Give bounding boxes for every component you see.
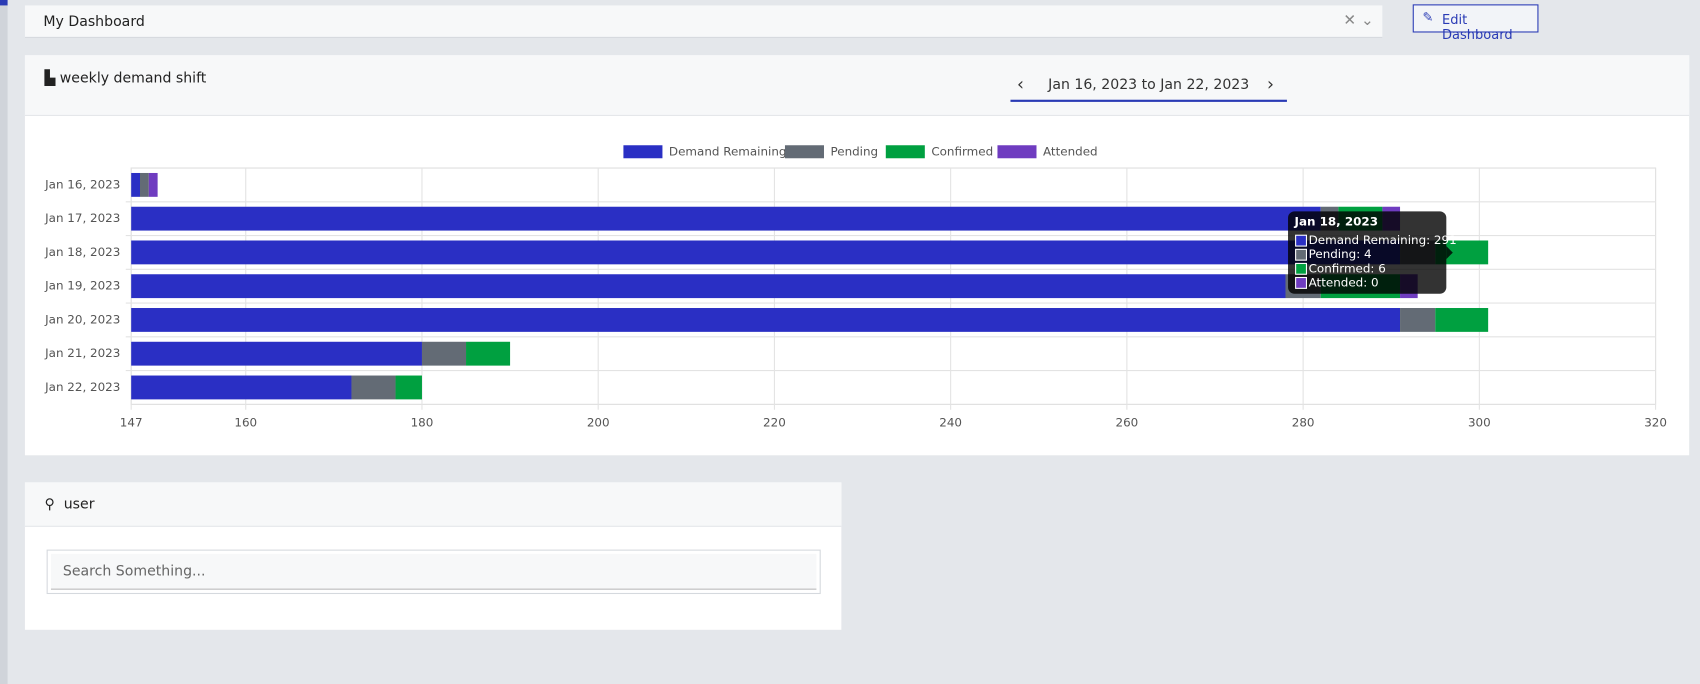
search-input[interactable]: Search Something... bbox=[50, 553, 817, 590]
y-tick-label: Jan 19, 2023 bbox=[44, 279, 120, 293]
x-tick-label: 200 bbox=[587, 415, 610, 429]
dashboard-title: My Dashboard bbox=[43, 14, 145, 31]
bar-segment bbox=[1435, 308, 1489, 332]
bar-segment bbox=[131, 206, 1321, 231]
bar-segment bbox=[421, 341, 467, 366]
edit-icon: ✎ bbox=[1422, 9, 1434, 25]
x-tick-label: 147 bbox=[120, 415, 143, 429]
bar-segment bbox=[131, 341, 422, 366]
legend-label: Confirmed bbox=[931, 144, 993, 158]
tooltip-swatch bbox=[1295, 234, 1308, 247]
x-tick-label: 220 bbox=[763, 415, 786, 429]
search-placeholder: Search Something... bbox=[62, 563, 206, 580]
tooltip-swatch bbox=[1295, 276, 1308, 289]
legend-swatch bbox=[784, 145, 824, 159]
bar-segment bbox=[1400, 308, 1436, 332]
tooltip-title: Jan 18, 2023 bbox=[1294, 215, 1378, 229]
panel-title-text: weekly demand shift bbox=[59, 70, 207, 87]
y-tick-label: Jan 21, 2023 bbox=[44, 346, 120, 360]
search-title: user bbox=[63, 496, 95, 513]
dashboard-select[interactable]: My Dashboard ✕ ⌄ bbox=[24, 5, 1383, 38]
tooltip-swatch bbox=[1295, 248, 1308, 261]
bar-segment bbox=[395, 375, 422, 400]
date-range: Jan 16, 2023 to Jan 22, 2023 bbox=[1048, 76, 1250, 94]
y-tick-label: Jan 22, 2023 bbox=[44, 380, 120, 394]
bar-segment bbox=[466, 341, 511, 366]
legend-label: Demand Remaining bbox=[669, 144, 787, 158]
y-tick-label: Jan 17, 2023 bbox=[44, 211, 120, 225]
bar-segment bbox=[1435, 240, 1489, 265]
tooltip-box bbox=[1288, 211, 1447, 294]
prev-week[interactable]: ‹ bbox=[1016, 73, 1024, 95]
x-tick-label: 280 bbox=[1292, 415, 1315, 429]
bar-segment bbox=[148, 172, 158, 197]
bar-segment bbox=[131, 375, 352, 400]
bar-segment bbox=[351, 375, 396, 400]
search-box: Search Something... bbox=[46, 549, 821, 595]
bar-segment bbox=[131, 274, 1286, 299]
select-icons: ✕ ⌄ bbox=[1343, 11, 1374, 30]
next-week[interactable]: › bbox=[1266, 73, 1274, 95]
search-panel: ⚲ user Search Something... bbox=[24, 482, 842, 630]
y-tick-label: Jan 16, 2023 bbox=[44, 177, 120, 191]
x-tick-label: 320 bbox=[1644, 415, 1667, 429]
x-tick-label: 240 bbox=[939, 415, 962, 429]
tooltip-line: Demand Remaining: 291 bbox=[1309, 233, 1457, 247]
bar-segment bbox=[131, 308, 1401, 332]
tooltip-arrow bbox=[1446, 246, 1453, 260]
panel-header: ▙ weekly demand shift ‹ Jan 16, 2023 to … bbox=[24, 55, 1690, 116]
sidebar-edge bbox=[0, 0, 8, 684]
search-header: ⚲ user bbox=[24, 482, 842, 527]
x-tick-label: 160 bbox=[234, 415, 257, 429]
y-tick-label: Jan 20, 2023 bbox=[44, 312, 120, 326]
legend-swatch bbox=[997, 145, 1037, 159]
legend-swatch bbox=[885, 145, 925, 159]
legend-label: Pending bbox=[830, 144, 878, 158]
tooltip-line: Attended: 0 bbox=[1309, 275, 1379, 289]
edit-button[interactable]: ✎ Edit Dashboard bbox=[1412, 4, 1539, 42]
y-tick-label: Jan 18, 2023 bbox=[44, 245, 120, 259]
tooltip-line: Pending: 4 bbox=[1309, 247, 1372, 261]
tooltip-swatch bbox=[1295, 262, 1308, 275]
tooltip-line: Confirmed: 6 bbox=[1309, 261, 1386, 275]
x-tick-label: 260 bbox=[1116, 415, 1139, 429]
edit-label: Edit Dashboard bbox=[1441, 11, 1513, 43]
panel-title: ▙ weekly demand shift bbox=[44, 70, 207, 87]
x-tick-label: 300 bbox=[1468, 415, 1491, 429]
bar-segment bbox=[131, 240, 1401, 265]
chart: 147 160 180 200 220 240 260 280 300 320 Jan 16, 20… bbox=[44, 144, 1667, 429]
bar-segment bbox=[139, 172, 149, 197]
bar-segment bbox=[131, 172, 140, 197]
x-tick-label: 180 bbox=[411, 415, 434, 429]
legend-label: Attended bbox=[1043, 144, 1098, 158]
date-picker: ‹ Jan 16, 2023 to Jan 22, 2023 › bbox=[1010, 68, 1287, 102]
legend-swatch bbox=[623, 145, 663, 159]
